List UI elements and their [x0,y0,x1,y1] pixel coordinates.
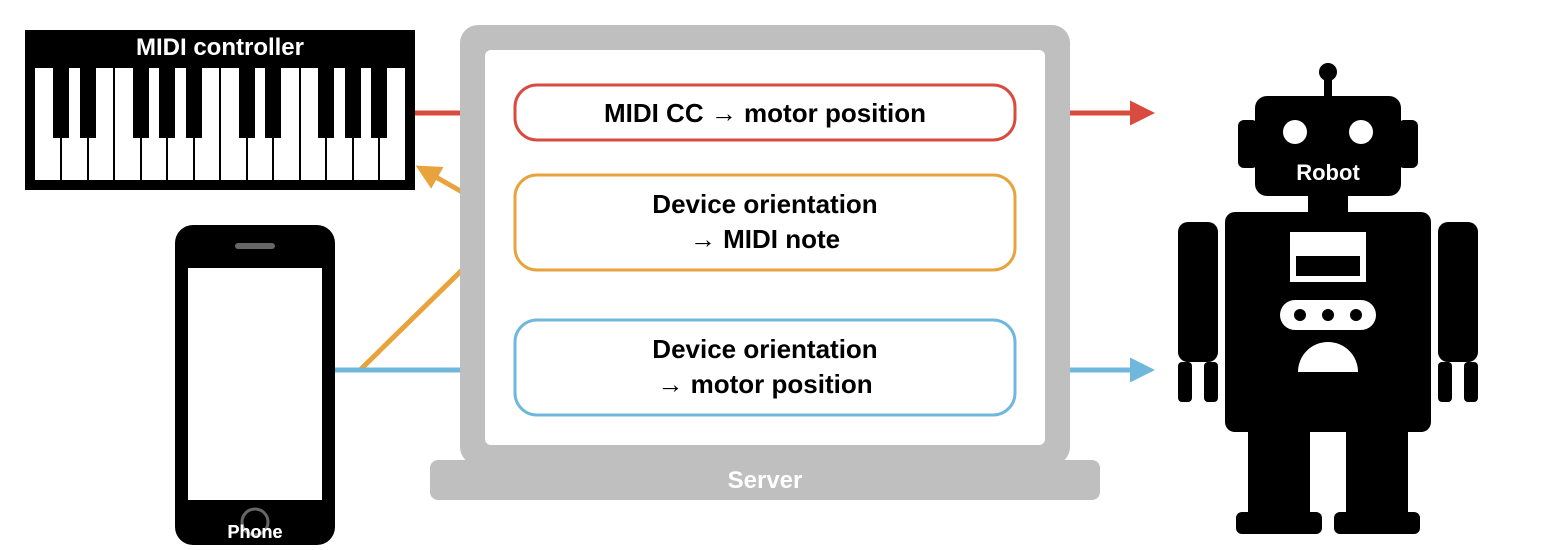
robot-label: Robot [1296,160,1360,185]
phone-node: Phone [175,225,335,545]
box-device-motor: Device orientation → motor position [515,320,1015,415]
phone-label-2: Phone [227,522,282,542]
server-label: Server [728,467,803,494]
box1-label: MIDI CC → motor position [604,98,926,128]
box3-line1: Device orientation [652,334,877,364]
robot-node: Robot [1178,63,1478,534]
box2-line2: → MIDI note [690,224,840,254]
box2-line1: Device orientation [652,189,877,219]
box3-line2: → motor position [657,369,872,399]
box-midi-cc: MIDI CC → motor position [515,85,1015,140]
box-device-midi: Device orientation → MIDI note [515,175,1015,270]
piano-keys-icon [35,68,405,180]
midi-controller-label: MIDI controller [136,34,304,61]
midi-controller-node: MIDI controller [25,30,415,190]
